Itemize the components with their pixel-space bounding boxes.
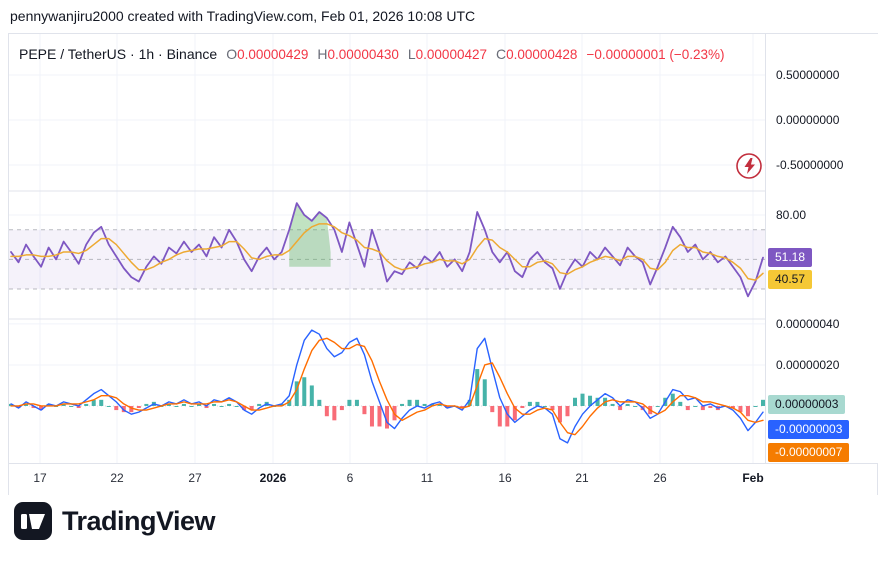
- tradingview-logo-mark-icon: [14, 502, 52, 540]
- lightning-bolt-icon: [735, 152, 763, 180]
- time-tick-label: 21: [575, 471, 589, 485]
- axis-tick-label: -0.50000000: [776, 158, 844, 172]
- symbol-legend: PEPE / TetherUS · 1h · Binance O0.0000042…: [19, 46, 725, 62]
- axis-value-badge: -0.00000003: [768, 420, 850, 439]
- ohlc-label: L: [407, 46, 416, 62]
- time-axis: 17 22 27 2026 6 11 16 21 26 Feb: [9, 463, 877, 495]
- axis-value-badge: 51.18: [768, 248, 813, 267]
- axis-value-badge: -0.00000007: [768, 443, 850, 462]
- tradingview-wordmark: TradingView: [62, 505, 216, 536]
- ohlc-value: 0.00000428: [506, 47, 578, 62]
- price-scale-axis: 0.50000000 0.00000000 -0.50000000 80.00 0.00…: [765, 34, 878, 463]
- axis-tick-label: 0.50000000: [776, 68, 840, 82]
- axis-tick-label: 80.00: [776, 208, 807, 222]
- axis-value-badge: 0.00000003: [768, 395, 846, 414]
- time-tick-label: 11: [420, 471, 434, 485]
- axis-value-badge: 40.57: [768, 270, 813, 289]
- ohlc-label: C: [495, 46, 507, 62]
- axis-tick-label: 0.00000020: [776, 358, 840, 372]
- time-tick-label: 22: [110, 471, 124, 485]
- time-tick-label: 17: [33, 471, 47, 485]
- attribution-text: pennywanjiru2000 created with TradingVie…: [10, 8, 476, 24]
- ohlc-label: O: [226, 46, 238, 62]
- time-tick-label: 16: [498, 471, 512, 485]
- axis-tick-label: 0.00000040: [776, 317, 840, 331]
- ohlc-value: 0.00000427: [415, 47, 487, 62]
- symbol-title: PEPE / TetherUS · 1h · Binance: [19, 46, 218, 62]
- ohlc-values: O0.00000429 H0.00000430 L0.00000427 C0.0000…: [217, 46, 577, 62]
- ohlc-value: 0.00000429: [237, 47, 309, 62]
- axis-tick-label: 0.00000000: [776, 113, 840, 127]
- time-tick-label: Feb: [742, 471, 764, 485]
- ohlc-value: 0.00000430: [327, 47, 399, 62]
- tradingview-logo[interactable]: TradingView: [14, 502, 216, 540]
- change-value: −0.00000001 (−0.23%): [586, 47, 725, 62]
- time-tick-label: 27: [188, 471, 202, 485]
- ohlc-label: H: [317, 46, 328, 62]
- chart-plot: [9, 34, 765, 463]
- time-tick-label: 6: [346, 471, 354, 485]
- time-tick-label: 26: [653, 471, 667, 485]
- chart-frame: PEPE / TetherUS · 1h · Binance O0.0000042…: [8, 33, 878, 495]
- time-tick-label: 2026: [259, 471, 287, 485]
